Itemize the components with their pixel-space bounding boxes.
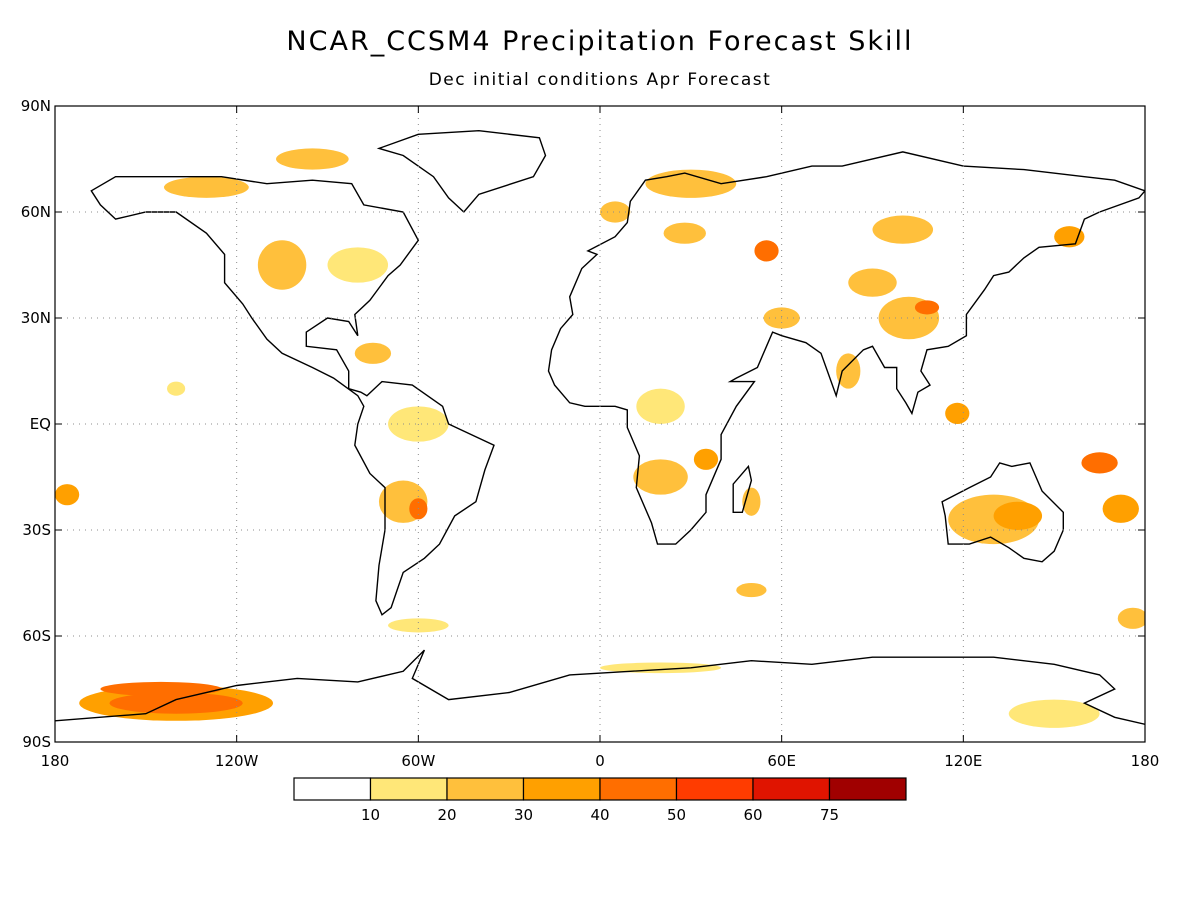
skill-region	[945, 402, 970, 424]
lon-tick-label: 120E	[944, 752, 982, 770]
skill-region	[276, 148, 349, 170]
coastline	[547, 151, 1145, 545]
skill-region	[633, 459, 688, 495]
legend-label: 50	[667, 806, 686, 824]
lat-tick-label: 90N	[21, 97, 51, 115]
skill-region	[1117, 607, 1145, 629]
legend-label: 30	[514, 806, 533, 824]
legend-color-box	[675, 777, 754, 801]
skill-region	[636, 388, 685, 425]
skill-region	[848, 268, 897, 297]
lon-tick-label: 180	[1131, 752, 1160, 770]
gridline-layer	[55, 106, 1145, 742]
skill-region	[600, 662, 722, 674]
skill-region	[693, 448, 719, 470]
lon-tick-label: 120W	[215, 752, 259, 770]
legend-color-box	[293, 777, 372, 801]
coastline	[732, 464, 753, 513]
legend-color-box	[369, 777, 448, 801]
legend-color-box	[599, 777, 678, 801]
legend-label: 60	[743, 806, 762, 824]
skill-region	[109, 692, 243, 714]
skill-region	[257, 240, 307, 290]
lon-tick-label: 0	[595, 752, 605, 770]
coastline-layer	[55, 129, 1145, 725]
lon-tick-label: 60W	[401, 752, 435, 770]
legend-color-box	[828, 777, 907, 801]
skill-region	[736, 583, 767, 598]
skill-region	[100, 681, 222, 697]
skill-region	[663, 222, 706, 244]
skill-shading-layer	[55, 148, 1145, 728]
skill-region	[55, 484, 80, 506]
lat-tick-label: 30S	[22, 521, 51, 539]
lat-tick-label: EQ	[30, 415, 51, 433]
skill-region	[327, 247, 389, 283]
coastline	[376, 129, 547, 214]
skill-region	[164, 176, 249, 198]
lat-tick-label: 30N	[21, 309, 51, 327]
legend-label: 75	[820, 806, 839, 824]
lat-tick-label: 60S	[22, 627, 51, 645]
skill-region	[754, 240, 779, 262]
skill-region	[388, 618, 449, 633]
skill-region	[836, 353, 861, 389]
lat-tick-label: 90S	[22, 733, 51, 751]
legend-label: 20	[437, 806, 456, 824]
legend-color-box	[446, 777, 525, 801]
legend-color-box	[522, 777, 601, 801]
skill-region	[600, 201, 631, 223]
skill-region	[1008, 699, 1100, 728]
coastline	[55, 649, 1145, 725]
legend-label: 10	[361, 806, 380, 824]
skill-region	[993, 501, 1043, 530]
skill-region	[1102, 494, 1139, 523]
legend-label: 40	[590, 806, 609, 824]
skill-region	[354, 342, 392, 364]
coastline	[90, 176, 495, 616]
skill-region	[1081, 452, 1118, 474]
map-subtitle: Dec initial conditions Apr Forecast	[428, 70, 772, 90]
color-legend: 10 20 30 40 50 60 75	[293, 777, 907, 824]
skill-region	[914, 300, 940, 315]
skill-region	[1054, 226, 1085, 248]
lon-tick-label: 60E	[767, 752, 796, 770]
coastline	[941, 462, 1064, 563]
map-title: NCAR_CCSM4 Precipitation Forecast Skill	[286, 26, 914, 57]
legend-color-box	[752, 777, 831, 801]
skill-region	[167, 381, 186, 396]
lon-tick-label: 180	[41, 752, 70, 770]
skill-region	[872, 215, 934, 244]
lat-tick-label: 60N	[21, 203, 51, 221]
